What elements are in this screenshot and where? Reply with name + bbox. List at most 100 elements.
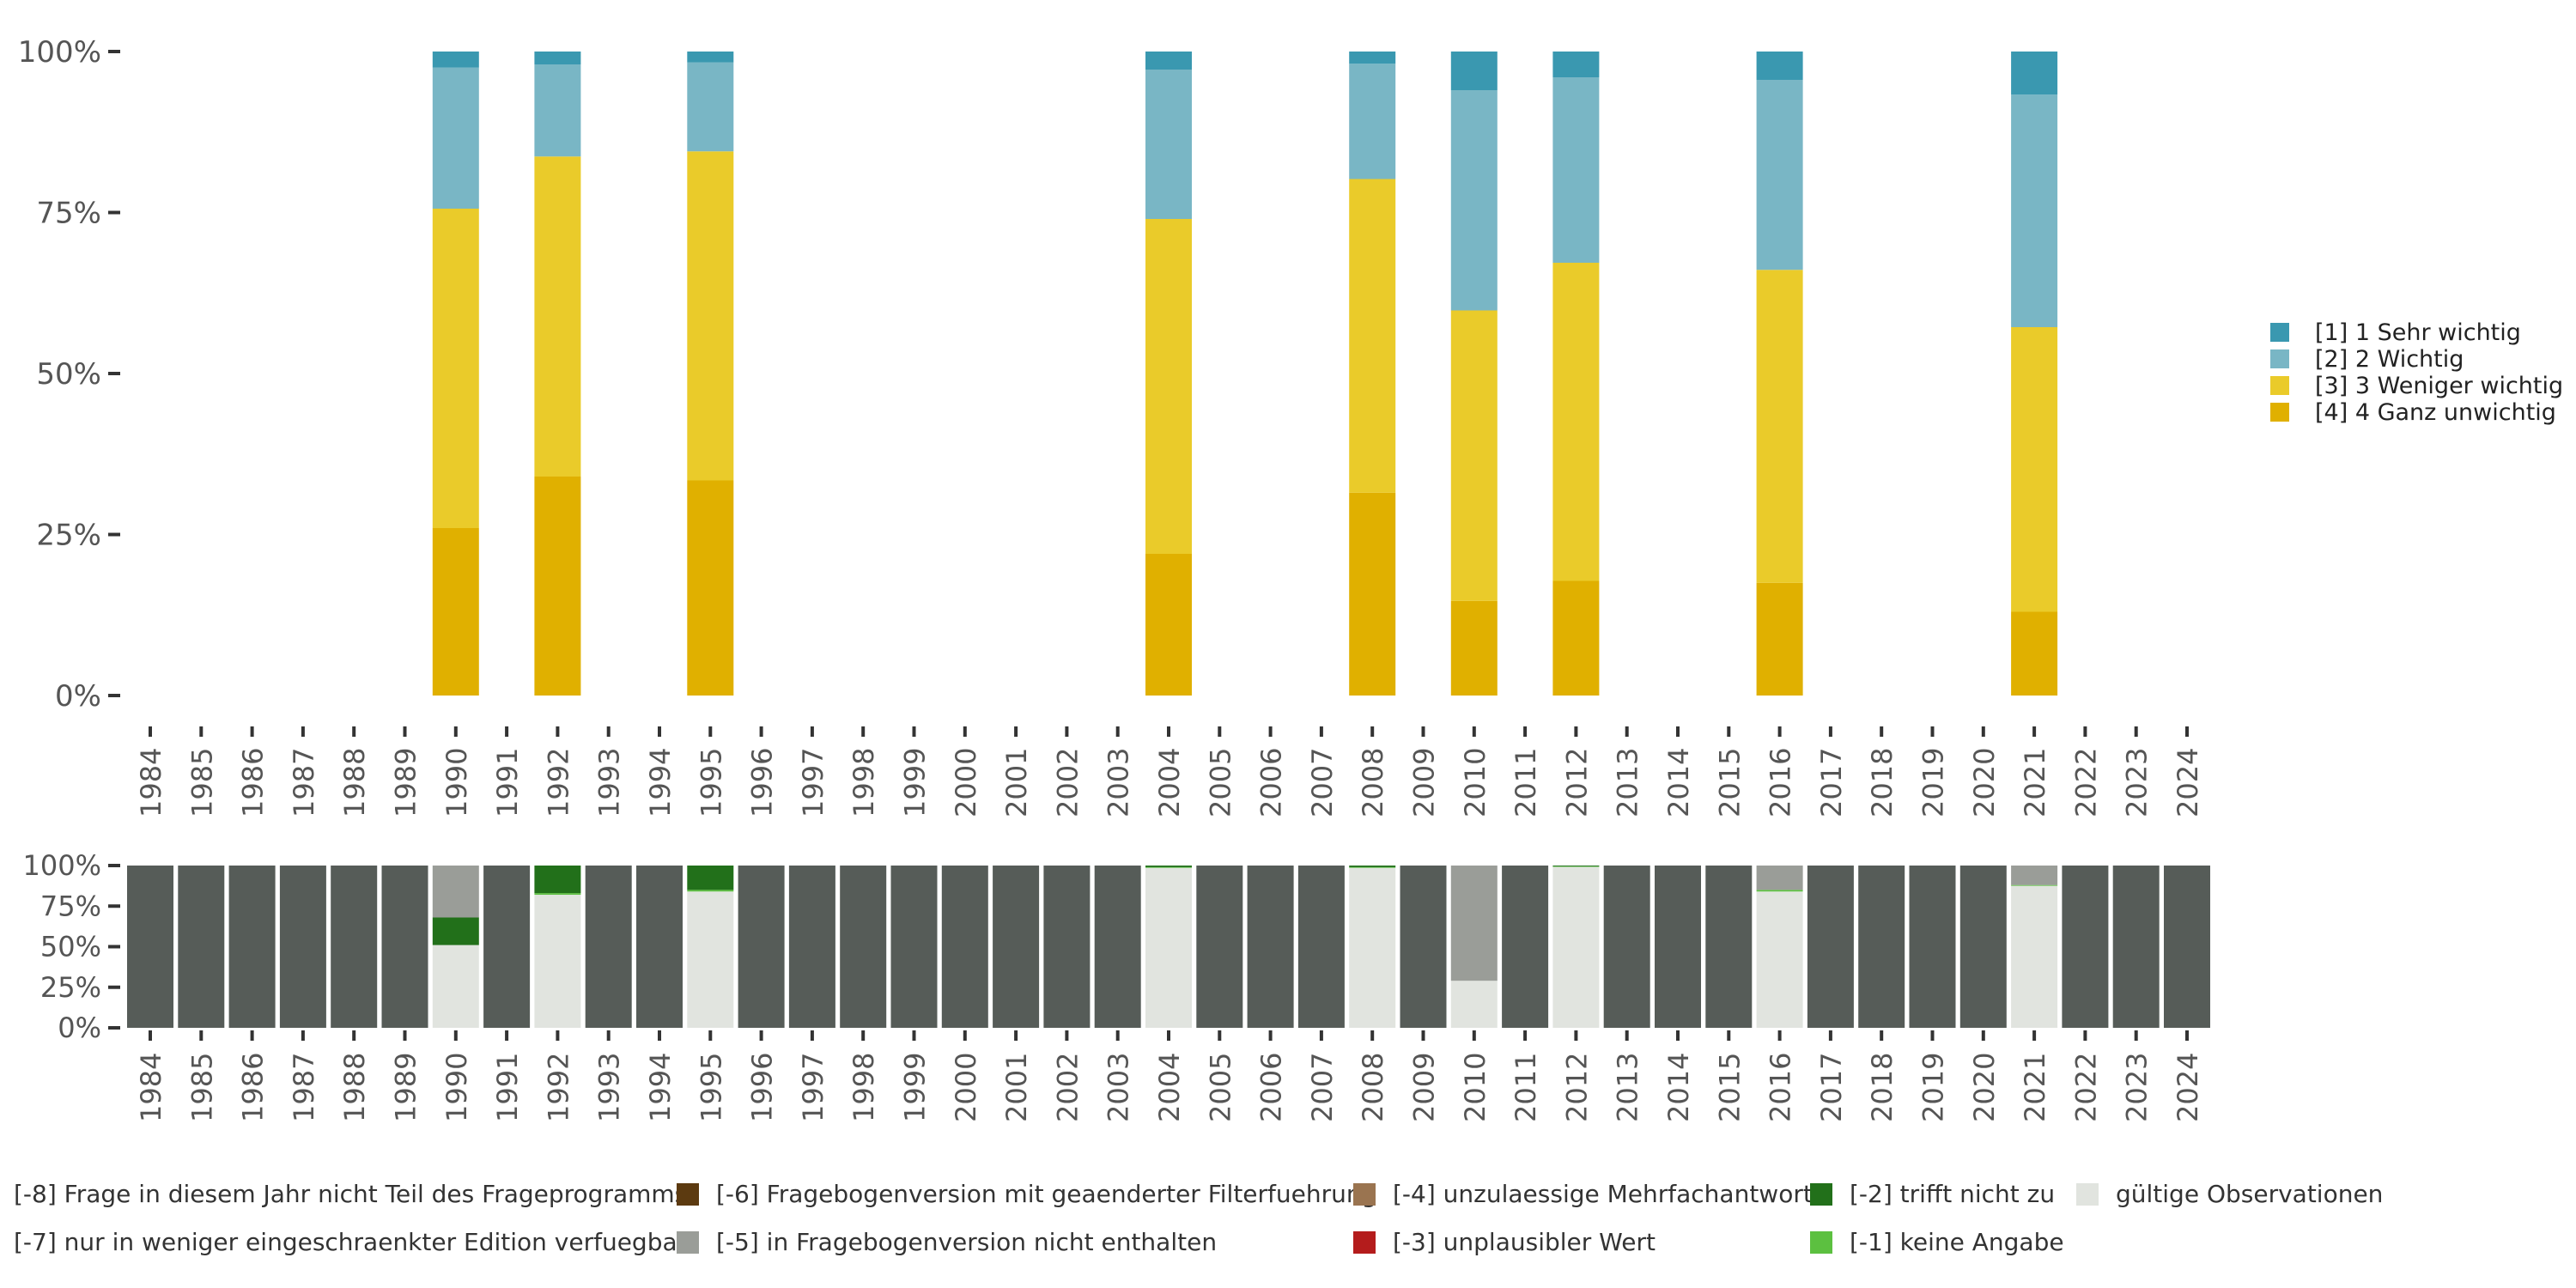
x-tick-label: 1993 <box>593 1053 626 1122</box>
bottom-chart-legend: [-8] Frage in diesem Jahr nicht Teil des… <box>0 1168 2576 1288</box>
x-tick-label: 2015 <box>1713 1053 1746 1122</box>
x-tick-label: 1992 <box>542 1053 574 1122</box>
bar-segment <box>2164 866 2210 1028</box>
legend-label: [-1] keine Angabe <box>1850 1228 2064 1256</box>
bar-segment <box>534 156 581 477</box>
bar-segment <box>1145 866 1192 868</box>
x-tick-label: 2020 <box>1968 1053 2001 1122</box>
bar-segment <box>432 67 479 209</box>
bar-segment <box>1756 866 1803 890</box>
x-tick-label: 1984 <box>135 748 167 817</box>
legend-label: [3] 3 Weniger wichtig <box>2315 373 2564 399</box>
y-tick-label: 75% <box>40 890 101 922</box>
x-tick-label: 1987 <box>288 748 320 817</box>
x-tick-label: 1984 <box>135 1053 167 1122</box>
x-tick-label: 2016 <box>1765 1053 1797 1122</box>
bar-segment <box>1349 179 1396 493</box>
y-tick-label: 100% <box>18 35 101 70</box>
x-tick-label: 2007 <box>1306 748 1339 817</box>
bar-segment <box>1552 52 1600 77</box>
x-tick-label: 2011 <box>1510 1053 1542 1122</box>
legend-swatch <box>2076 1183 2099 1206</box>
x-tick-label: 1990 <box>440 748 473 817</box>
x-tick-label: 1996 <box>746 1053 779 1122</box>
bar-segment <box>432 52 479 68</box>
legend-label: [4] 4 Ganz unwichtig <box>2315 399 2556 426</box>
bar-segment <box>1756 582 1803 696</box>
bar-segment <box>585 866 632 1028</box>
bar-segment <box>1552 866 1600 867</box>
bar-segment <box>1756 891 1803 1028</box>
bar-segment <box>687 480 734 696</box>
legend-swatch <box>677 1231 699 1254</box>
x-tick-label: 1991 <box>491 748 524 817</box>
y-tick-label: 50% <box>36 357 101 392</box>
bar-segment <box>228 866 276 1028</box>
x-tick-label: 2000 <box>950 748 982 817</box>
x-tick-label: 1985 <box>185 1053 218 1122</box>
bar-segment <box>738 866 785 1028</box>
legend-label: [-5] in Fragebogenversion nicht enthalte… <box>716 1228 1218 1256</box>
bar-segment <box>1145 867 1192 1028</box>
x-tick-label: 1986 <box>237 1053 270 1122</box>
legend-label: [2] 2 Wichtig <box>2315 346 2464 373</box>
bar-segment <box>534 893 581 896</box>
y-tick-label: 25% <box>40 971 101 1004</box>
legend-swatch <box>2270 349 2289 368</box>
bar-segment <box>1297 866 1345 1028</box>
bar-segment <box>2112 866 2160 1028</box>
bar-segment <box>2011 866 2058 885</box>
x-tick-label: 2021 <box>2019 748 2051 817</box>
x-tick-label: 1994 <box>644 748 677 817</box>
bar-segment <box>941 866 988 1028</box>
legend-label: [-4] unzulaessige Mehrfachantwort <box>1393 1180 1813 1208</box>
bar-segment <box>1349 492 1396 696</box>
legend-swatch <box>677 1183 699 1206</box>
legend-label: [-2] trifft nicht zu <box>1850 1180 2056 1208</box>
bar-segment <box>788 866 835 1028</box>
bar-segment <box>1756 890 1803 892</box>
x-tick-label: 1991 <box>491 1053 524 1122</box>
y-tick-label: 100% <box>23 849 101 882</box>
bar-segment <box>1807 866 1854 1028</box>
bar-segment <box>534 866 581 894</box>
bar-segment <box>1705 866 1753 1028</box>
x-tick-label: 2012 <box>1560 1053 1593 1122</box>
x-tick-label: 2011 <box>1510 748 1542 817</box>
x-tick-label: 1999 <box>899 1053 932 1122</box>
bar-segment <box>1450 866 1498 981</box>
legend-swatch <box>1353 1231 1376 1254</box>
legend-swatch <box>2270 376 2289 395</box>
bar-segment <box>178 866 225 1028</box>
bar-segment <box>1145 70 1192 219</box>
bar-segment <box>534 477 581 696</box>
bar-segment <box>1909 866 1956 1028</box>
bar-segment <box>2011 327 2058 612</box>
x-tick-label: 2008 <box>1357 748 1389 817</box>
bar-segment <box>534 52 581 64</box>
x-tick-label: 1989 <box>390 748 422 817</box>
y-tick-label: 50% <box>40 931 101 963</box>
legend-swatch <box>1810 1231 1832 1254</box>
bar-segment <box>2011 885 2058 1028</box>
legend-swatch <box>2270 403 2289 422</box>
x-tick-label: 1987 <box>288 1053 320 1122</box>
x-tick-label: 1994 <box>644 1053 677 1122</box>
bar-segment <box>2011 94 2058 327</box>
bar-segment <box>1655 866 1701 1028</box>
x-tick-label: 1995 <box>695 748 727 817</box>
bar-segment <box>381 866 428 1028</box>
x-tick-label: 2006 <box>1255 1053 1288 1122</box>
x-tick-label: 2013 <box>1612 1053 1644 1122</box>
x-tick-label: 1989 <box>390 1053 422 1122</box>
bar-segment <box>1349 52 1396 64</box>
bar-segment <box>1094 866 1141 1028</box>
x-tick-label: 2002 <box>1051 1053 1084 1122</box>
x-tick-label: 2010 <box>1459 1053 1492 1122</box>
bar-segment <box>890 866 938 1028</box>
legend-label: gültige Observationen <box>2116 1180 2384 1208</box>
x-tick-label: 2021 <box>2019 1053 2051 1122</box>
x-tick-label: 2015 <box>1713 748 1746 817</box>
bar-segment <box>687 151 734 481</box>
